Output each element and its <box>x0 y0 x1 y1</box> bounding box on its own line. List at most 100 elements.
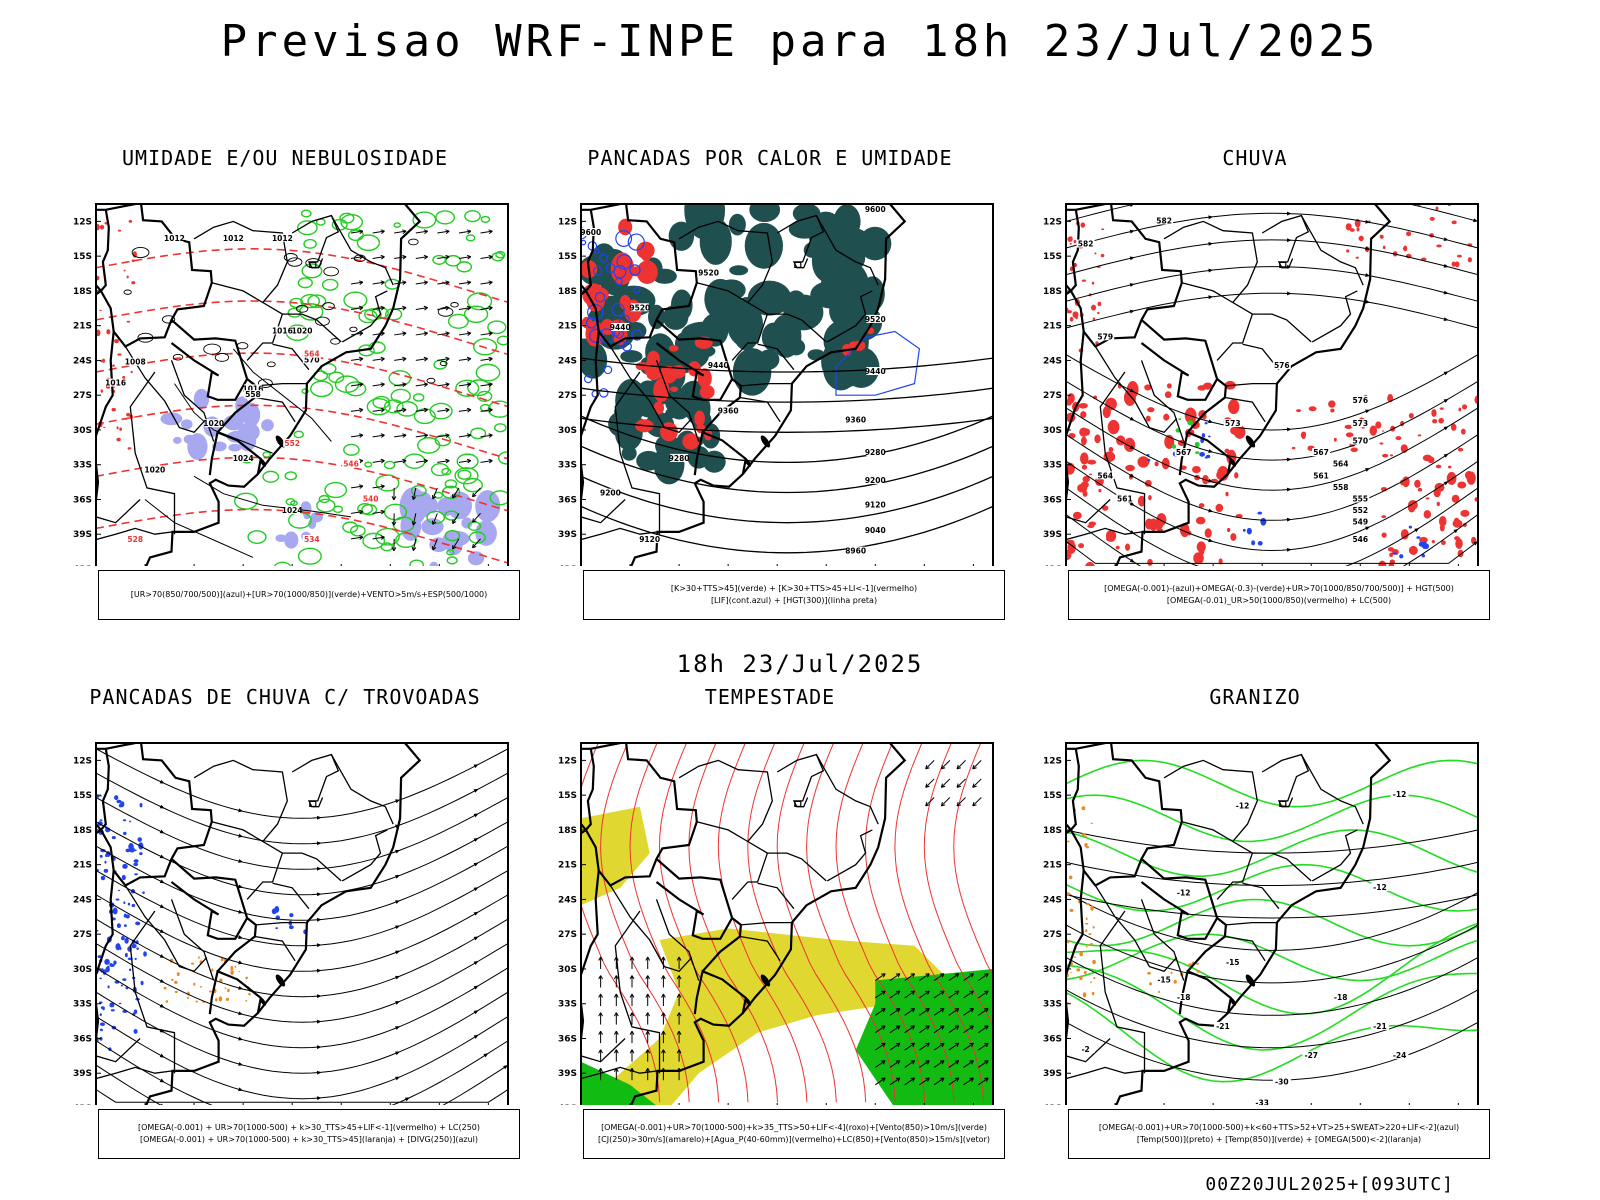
state-border <box>609 346 693 434</box>
streamline-arrow <box>1443 263 1449 268</box>
humidity-1000-contour <box>366 398 391 416</box>
wind-vector <box>480 230 493 234</box>
streamline-arrow <box>404 1097 410 1102</box>
wind-vector <box>480 383 493 387</box>
lc250-streamline <box>96 870 508 947</box>
omega-red-area <box>1080 411 1087 418</box>
wind850-vector <box>940 1025 945 1030</box>
instability-orange-dot <box>245 1000 248 1002</box>
streamline-arrow <box>1129 445 1135 450</box>
omega-red-area <box>1230 533 1237 541</box>
wind-vector <box>391 496 397 501</box>
wind-vector <box>466 407 472 413</box>
contour-label: -12 <box>1393 790 1407 799</box>
streamline-arrow <box>238 833 244 838</box>
instability-red-area <box>669 345 679 352</box>
wind-vector <box>391 547 397 552</box>
streamline-arrow <box>1129 416 1135 421</box>
lif-contour <box>627 233 645 251</box>
divergence-blue-dot <box>99 854 103 858</box>
lagoon <box>744 997 752 1006</box>
state-border <box>1140 899 1185 981</box>
contour-label: 1020 <box>144 466 165 475</box>
wind-vector <box>437 409 450 412</box>
lat-tick-label: 21S <box>558 322 577 332</box>
omega-red-area <box>1193 552 1204 565</box>
wind-vector <box>466 356 472 362</box>
contour-label-bg <box>846 546 865 555</box>
contour-label: 9120 <box>865 500 886 509</box>
state-border <box>254 396 296 423</box>
lat-tick-label: 33S <box>558 1000 577 1010</box>
wind-vector <box>466 458 472 464</box>
humidity-1000-contour <box>479 403 491 412</box>
wind850-vector <box>910 1077 916 1082</box>
jet-stream-area <box>584 928 944 1105</box>
humidity-1000-contour <box>456 261 473 273</box>
lat-tick-label: 30S <box>558 426 577 436</box>
state-border <box>211 821 264 843</box>
hgt500-streamline <box>1066 266 1478 302</box>
contour-label: 1012 <box>164 234 185 243</box>
wind-vector <box>358 407 364 413</box>
lat-tick-label: 33S <box>558 461 577 471</box>
wind850-vector <box>661 956 666 961</box>
divergence-blue-dot <box>125 848 131 853</box>
omega-red-area <box>1301 431 1307 437</box>
streamline-arrow <box>238 985 244 990</box>
streamline-arrow <box>1129 229 1135 234</box>
legend-line: [UR>70(850/700/500)](azul)+[UR>70(1000/8… <box>130 590 488 599</box>
contour-label-bg <box>283 506 302 515</box>
wind-vector <box>380 254 385 260</box>
omega-red-area <box>1431 540 1435 544</box>
lat-tick-label: 12S <box>558 217 577 227</box>
map-layers: 1012 1012 10121016102010161020102410241008… <box>96 204 508 566</box>
divergence-blue-dot <box>109 1002 115 1008</box>
omega-red-area <box>1094 434 1101 444</box>
wind-vector <box>458 307 471 310</box>
wind-vector <box>372 485 385 489</box>
map-tempestade: 12S15S18S21S24S27S30S33S36S39S42S70W65W6… <box>558 742 994 1105</box>
streamline-arrow <box>1129 473 1135 478</box>
instability-green-area <box>699 218 732 265</box>
instability-orange-dot <box>225 997 230 1001</box>
contour-label: 9120 <box>639 535 660 544</box>
omega-red-area <box>1091 304 1097 311</box>
divergence-blue-dot <box>143 951 147 957</box>
state-border <box>1216 313 1254 361</box>
omega-red-area <box>1417 487 1423 492</box>
isobar-cell <box>257 378 273 388</box>
omega500-orange-dot <box>1086 943 1089 946</box>
plot-area <box>1066 743 1478 1105</box>
wind850-vector <box>881 1042 886 1048</box>
contour-label: 564 <box>1333 460 1349 469</box>
wind-vector <box>466 331 472 336</box>
lat-tick-label: 39S <box>1043 530 1062 540</box>
streamline-arrow <box>159 929 165 934</box>
omega-red-area <box>1454 261 1460 268</box>
streamline-arrow <box>159 879 165 884</box>
omega500-orange-dot <box>1073 956 1077 958</box>
wind-vector <box>391 521 397 526</box>
streamline-arrow <box>1208 508 1214 513</box>
coastline <box>1115 743 1392 1105</box>
wind850-vector <box>889 990 901 999</box>
contour-label-bg <box>342 459 361 468</box>
wind850-vector <box>881 1060 886 1065</box>
wind-vector <box>402 305 407 311</box>
wind-vector <box>423 254 428 260</box>
contour-label-bg <box>165 233 184 242</box>
lat-tick-label: 18S <box>1043 826 1062 836</box>
country-border <box>1140 858 1219 940</box>
wind850-vector <box>972 778 982 788</box>
wind-barb-red <box>119 427 123 431</box>
lif-contour <box>593 248 600 254</box>
streamline-arrow <box>1473 218 1478 223</box>
humidity-1000-contour <box>364 308 382 321</box>
instability-green-area <box>727 301 763 347</box>
wind-vector <box>480 332 493 336</box>
lat-tick-label: 42S <box>558 565 577 566</box>
wind-vector <box>423 356 428 362</box>
lat-tick-label: 30S <box>73 426 92 436</box>
contour-label-bg <box>273 233 292 242</box>
